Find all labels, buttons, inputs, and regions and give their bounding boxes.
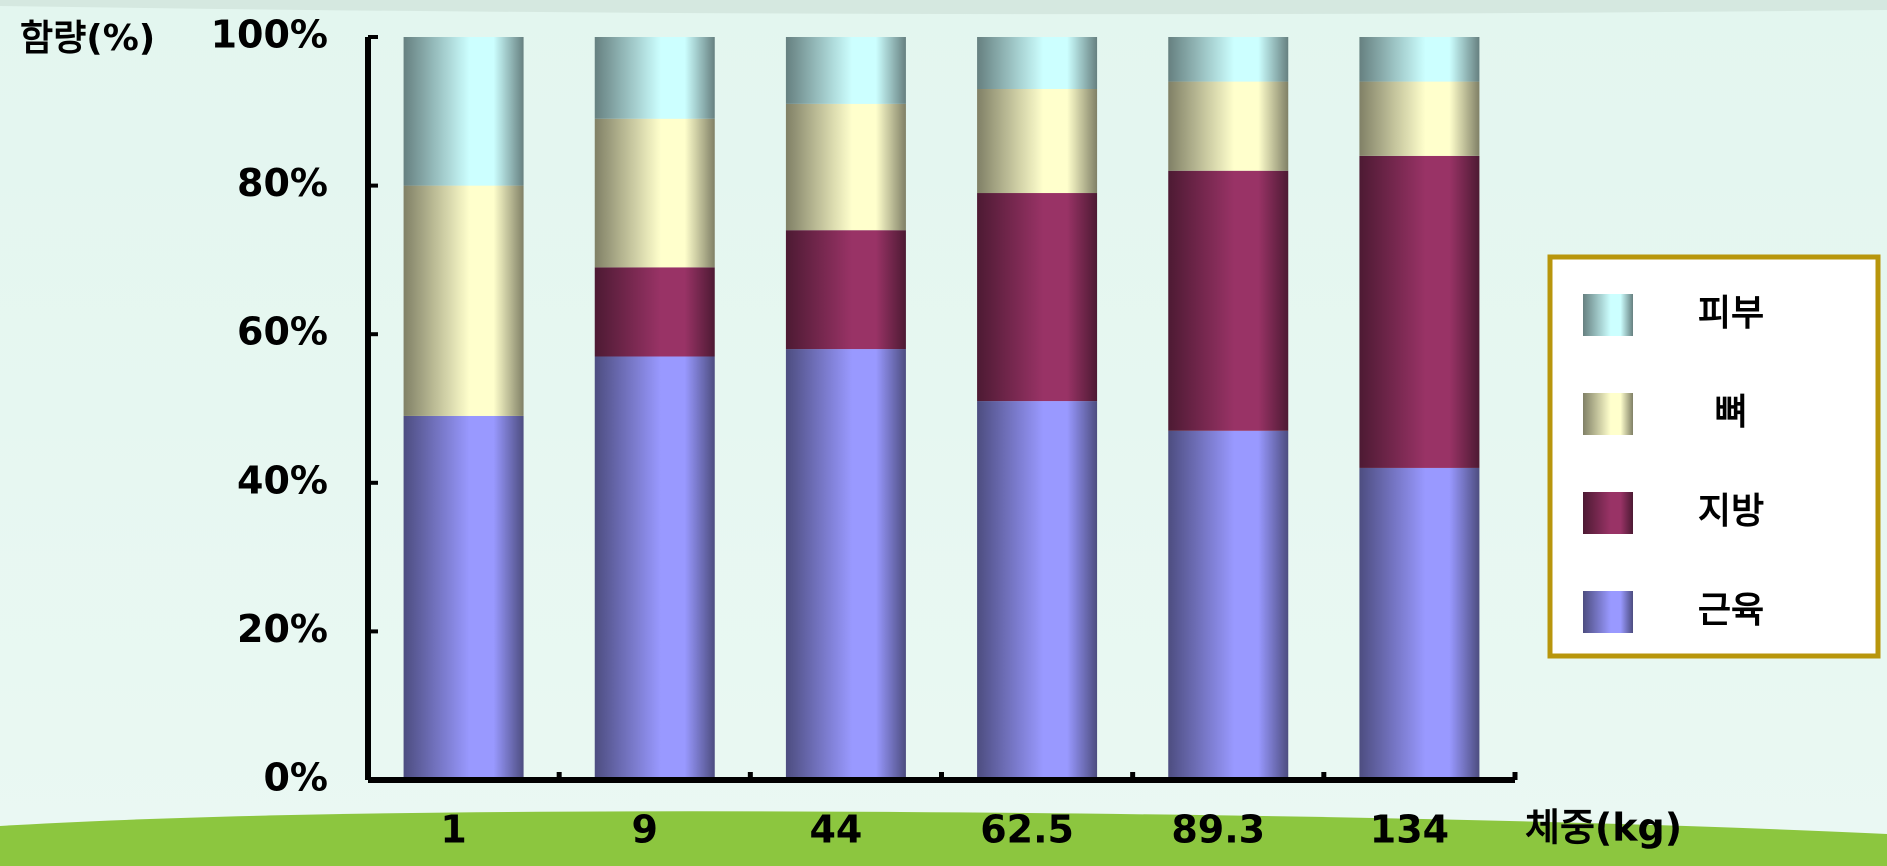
y-tick-label: 20% bbox=[237, 607, 328, 651]
top-band bbox=[0, 0, 1887, 15]
y-tick-label: 40% bbox=[237, 458, 328, 502]
y-tick-label: 100% bbox=[211, 13, 328, 57]
y-tick-label: 0% bbox=[263, 756, 328, 800]
bar-segment bbox=[977, 193, 1098, 402]
bar-segment bbox=[594, 37, 715, 119]
bottom-wave bbox=[0, 811, 1887, 866]
x-tick-label: 9 bbox=[632, 808, 658, 852]
bar-segment bbox=[1168, 81, 1289, 171]
legend-label: 피부 bbox=[1698, 293, 1764, 334]
bar-segment bbox=[594, 356, 715, 780]
y-axis-label: 함량(%) bbox=[20, 18, 155, 59]
bar-segment bbox=[785, 103, 906, 231]
x-tick-label: 44 bbox=[809, 808, 862, 852]
legend-swatch bbox=[1583, 591, 1633, 633]
bar-segment bbox=[1168, 37, 1289, 82]
bar-segment bbox=[785, 349, 906, 780]
bar-segment bbox=[977, 89, 1098, 194]
x-axis-label: 체중(kg) bbox=[1525, 806, 1682, 850]
bar-segment bbox=[1168, 430, 1289, 780]
bar-segment bbox=[1359, 467, 1480, 780]
y-tick-label: 60% bbox=[237, 310, 328, 354]
x-tick-label: 1 bbox=[440, 808, 466, 852]
bar-segment bbox=[403, 415, 524, 780]
legend-label: 뼈 bbox=[1714, 392, 1747, 433]
bar-segment bbox=[1359, 81, 1480, 156]
legend-swatch bbox=[1583, 492, 1633, 534]
x-tick-label: 62.5 bbox=[980, 808, 1074, 852]
bar-segment bbox=[785, 37, 906, 104]
y-tick-label: 80% bbox=[237, 161, 328, 205]
bar-segment bbox=[977, 37, 1098, 90]
bar-segment bbox=[594, 118, 715, 268]
bar-segment bbox=[977, 401, 1098, 780]
bar-segment bbox=[594, 267, 715, 357]
legend-swatch bbox=[1583, 294, 1633, 336]
x-tick-label: 89.3 bbox=[1171, 808, 1265, 852]
legend-label: 근육 bbox=[1698, 590, 1764, 631]
bar-segment bbox=[1168, 170, 1289, 431]
x-tick-label: 134 bbox=[1370, 808, 1449, 852]
bar-segment bbox=[1359, 155, 1480, 468]
bar-segment bbox=[785, 230, 906, 350]
bar-segment bbox=[1359, 37, 1480, 82]
legend-label: 지방 bbox=[1698, 491, 1764, 532]
legend-swatch bbox=[1583, 393, 1633, 435]
bar-segment bbox=[403, 185, 524, 416]
bar-segment bbox=[403, 37, 524, 186]
